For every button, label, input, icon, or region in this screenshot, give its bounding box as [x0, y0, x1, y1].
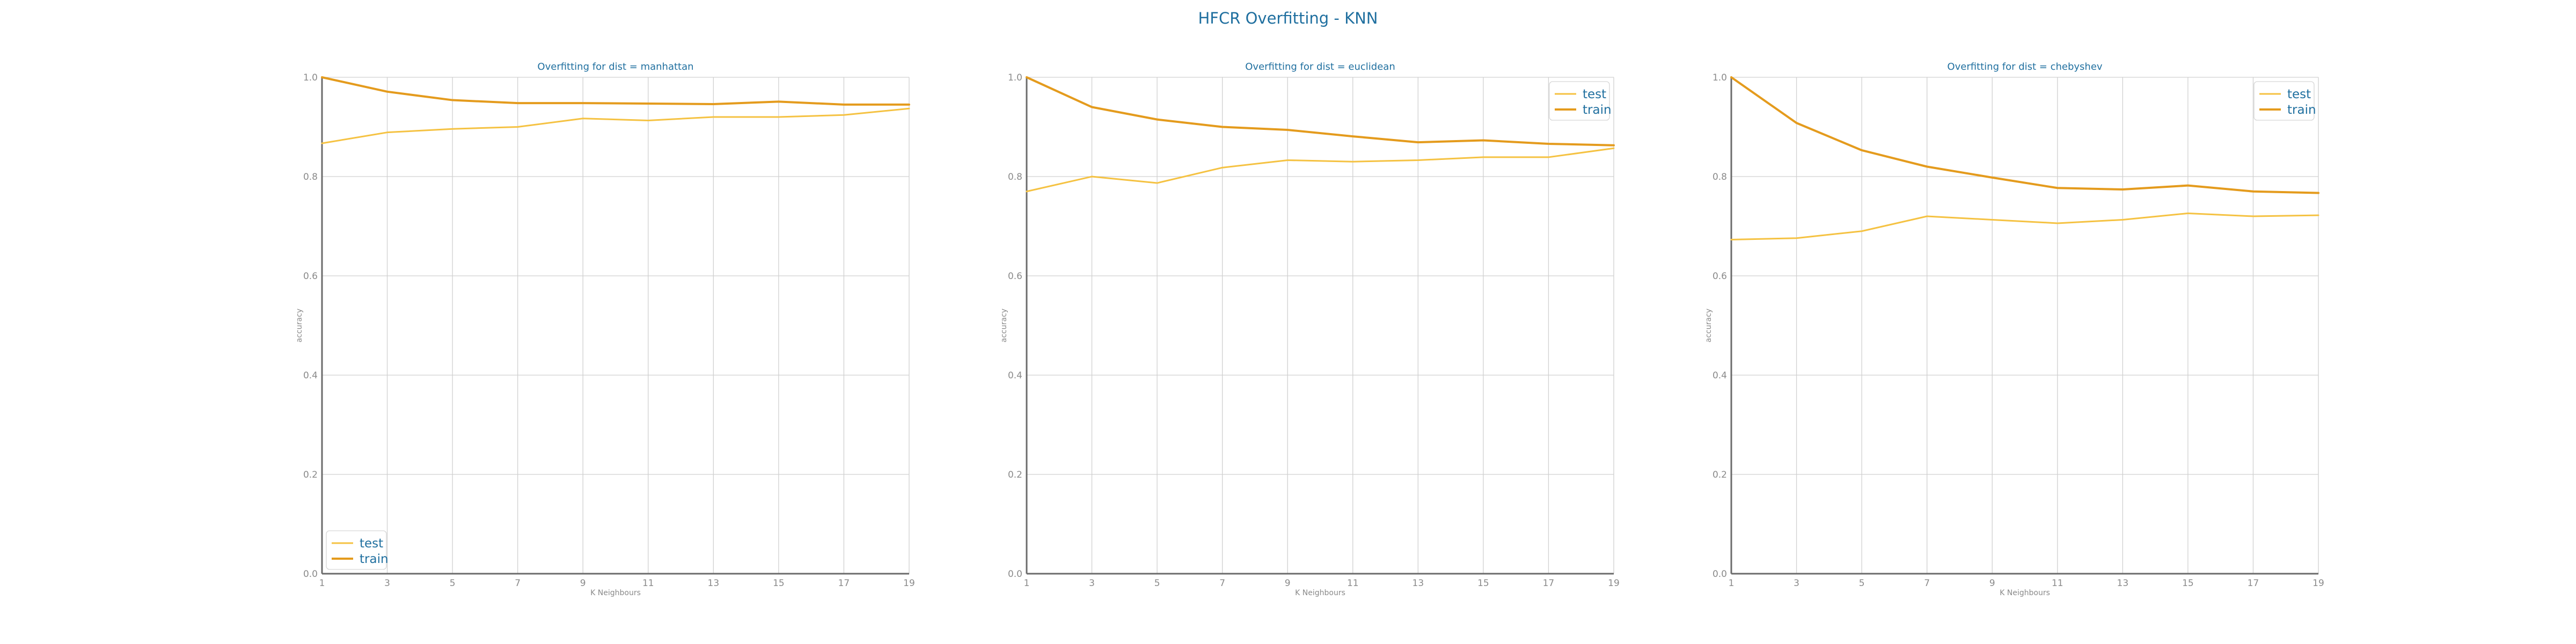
legend-label-test: test — [2287, 87, 2311, 101]
y-tick-label: 1.0 — [303, 72, 318, 83]
series-line-test — [1026, 147, 1615, 193]
y-axis-label: accuracy — [295, 309, 304, 342]
x-tick-label: 13 — [2117, 578, 2129, 589]
series-line-train — [1730, 76, 2319, 194]
x-tick-label: 5 — [450, 578, 456, 589]
x-tick-label: 3 — [1794, 578, 1799, 589]
x-tick-label: 15 — [1477, 578, 1489, 589]
y-tick-label: 1.0 — [1713, 72, 1727, 83]
x-tick-label: 15 — [773, 578, 785, 589]
y-tick-label: 0.6 — [1008, 271, 1022, 282]
legend: test train — [1549, 81, 1612, 121]
y-tick-label: 0.8 — [1008, 172, 1022, 182]
x-tick-label: 13 — [1413, 578, 1424, 589]
x-tick-label: 11 — [2052, 578, 2063, 589]
x-tick-label: 7 — [1924, 578, 1930, 589]
x-tick-label: 7 — [1219, 578, 1225, 589]
x-axis-label: K Neighbours — [1295, 589, 1345, 597]
y-tick-label: 0.8 — [1713, 172, 1727, 182]
figure-title: HFCR Overfitting - KNN — [1198, 9, 1378, 27]
x-tick-label: 9 — [580, 578, 586, 589]
series-line-train — [1026, 76, 1615, 147]
y-tick-label: 0.6 — [303, 271, 318, 282]
x-tick-label: 5 — [1154, 578, 1160, 589]
y-axis-label: accuracy — [1000, 309, 1008, 342]
x-tick-label: 3 — [384, 578, 390, 589]
y-tick-label: 0.0 — [303, 569, 318, 580]
chart-panel-2: 1 3 5 7 9 11 13 15 17 190.00.20.40.60.81.0Overfit… — [1704, 61, 2324, 597]
x-tick-label: 19 — [1608, 578, 1620, 589]
y-tick-label: 0.2 — [1713, 470, 1727, 480]
chart-title: Overfitting for dist = manhattan — [537, 61, 693, 72]
y-tick-label: 0.0 — [1008, 569, 1022, 580]
x-tick-label: 9 — [1285, 578, 1291, 589]
chart-panels: 1 3 5 7 9 11 13 15 17 190.00.20.40.60.81.0Overfit… — [295, 61, 2324, 597]
chart-title: Overfitting for dist = euclidean — [1245, 61, 1395, 72]
y-axis-label: accuracy — [1704, 309, 1713, 342]
y-tick-label: 0.2 — [1008, 470, 1022, 480]
series-line-test — [1730, 212, 2319, 240]
x-tick-label: 17 — [2248, 578, 2259, 589]
legend-label-train: train — [2287, 103, 2316, 117]
x-axis-label: K Neighbours — [2000, 589, 2050, 597]
x-tick-label: 17 — [838, 578, 850, 589]
x-tick-label: 17 — [1543, 578, 1555, 589]
x-tick-label: 9 — [1989, 578, 1995, 589]
x-tick-label: 15 — [2182, 578, 2194, 589]
legend-label-test: test — [360, 537, 383, 551]
x-tick-label: 1 — [1024, 578, 1030, 589]
y-tick-label: 0.4 — [1713, 370, 1727, 381]
x-tick-label: 13 — [708, 578, 720, 589]
x-tick-label: 11 — [642, 578, 654, 589]
x-tick-label: 1 — [1729, 578, 1735, 589]
series-line-train — [321, 76, 910, 106]
legend-label-train: train — [1583, 103, 1612, 117]
legend-label-test: test — [1583, 87, 1606, 101]
chart-title: Overfitting for dist = chebyshev — [1947, 61, 2102, 72]
x-tick-label: 3 — [1089, 578, 1095, 589]
chart-panel-1: 1 3 5 7 9 11 13 15 17 190.00.20.40.60.81.0Overfit… — [1000, 61, 1620, 597]
y-tick-label: 0.2 — [303, 470, 318, 480]
legend-label-train: train — [360, 552, 389, 566]
legend: test train — [2253, 81, 2316, 121]
y-tick-label: 0.4 — [303, 370, 318, 381]
y-tick-label: 0.8 — [303, 172, 318, 182]
y-tick-label: 0.4 — [1008, 370, 1022, 381]
x-tick-label: 19 — [2312, 578, 2324, 589]
y-tick-label: 0.0 — [1713, 569, 1727, 580]
x-tick-label: 7 — [515, 578, 521, 589]
x-tick-label: 11 — [1347, 578, 1359, 589]
y-tick-label: 1.0 — [1008, 72, 1022, 83]
x-tick-label: 5 — [1859, 578, 1865, 589]
chart-panel-0: 1 3 5 7 9 11 13 15 17 190.00.20.40.60.81.0Overfit… — [295, 61, 915, 597]
x-tick-label: 1 — [319, 578, 325, 589]
x-tick-label: 19 — [903, 578, 915, 589]
x-axis-label: K Neighbours — [590, 589, 641, 597]
y-tick-label: 0.6 — [1713, 271, 1727, 282]
series-line-test — [321, 107, 910, 144]
